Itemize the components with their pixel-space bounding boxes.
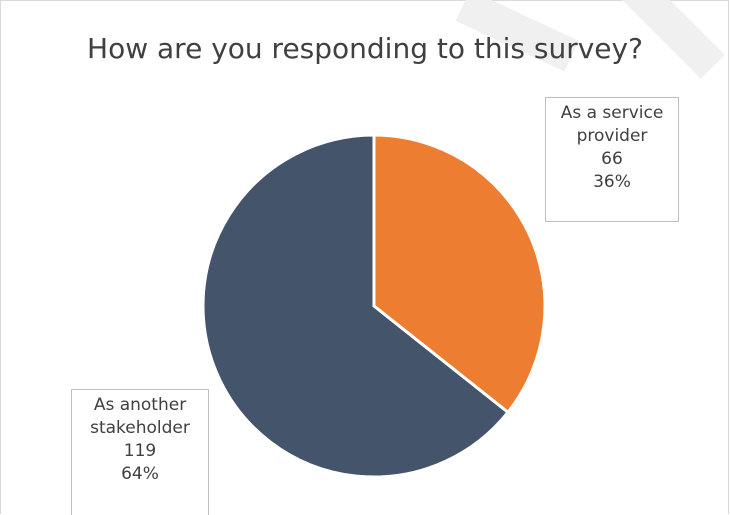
chart-title: How are you responding to this survey? xyxy=(87,32,643,65)
pie-slice-0 xyxy=(372,133,547,415)
data-label-line: stakeholder xyxy=(90,418,190,438)
pie-slice-1 xyxy=(201,133,511,479)
data-label-percent: 36% xyxy=(593,172,631,192)
data-label-line: As a service xyxy=(560,103,664,123)
data-label-percent: 64% xyxy=(121,464,159,484)
data-label-line: As another xyxy=(93,395,187,415)
data-label-value: 119 xyxy=(123,441,157,461)
data-label-line: provider xyxy=(576,126,648,146)
data-label-another-stakeholder: As another stakeholder 119 64% xyxy=(71,389,209,515)
data-label-value: 66 xyxy=(601,149,623,169)
data-label-service-provider: As a service provider 66 36% xyxy=(545,97,679,222)
pie-slices xyxy=(201,133,547,479)
